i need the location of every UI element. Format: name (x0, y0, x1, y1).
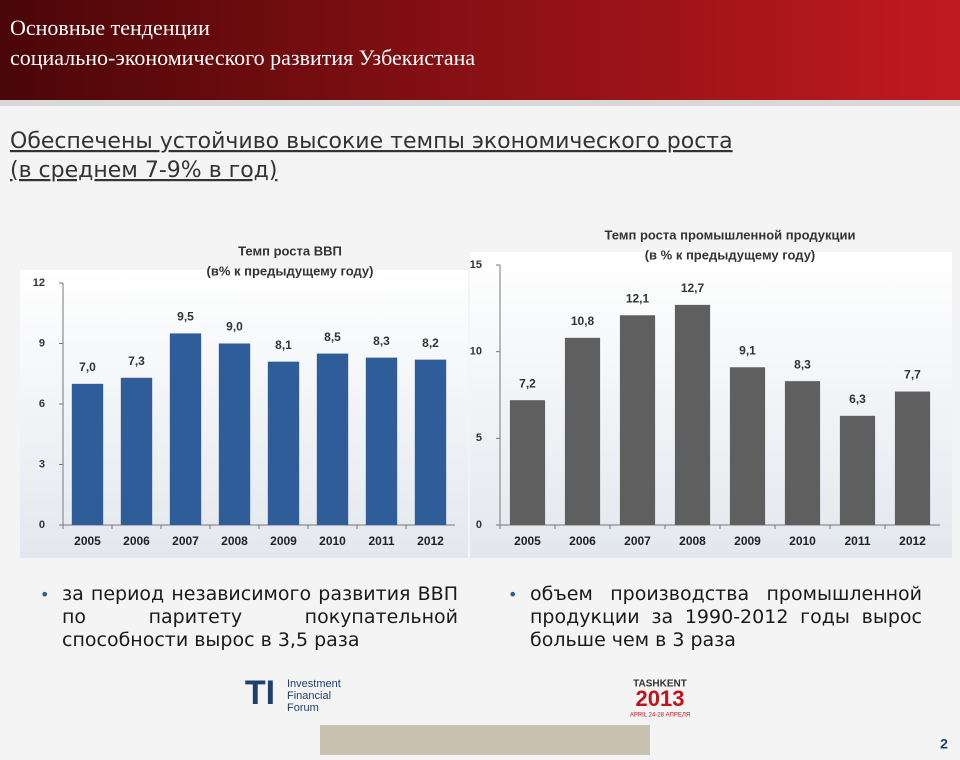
x-tick-label: 2006 (569, 534, 596, 548)
x-tick-label: 2007 (172, 534, 199, 548)
bar (71, 383, 104, 525)
bullet: объем производства промышленной продукци… (508, 583, 922, 652)
bar (839, 415, 876, 525)
x-tick-label: 2008 (679, 534, 706, 548)
x-tick-label: 2012 (417, 534, 444, 548)
value-label: 8,2 (422, 336, 439, 350)
y-tick-label: 12 (33, 277, 45, 289)
event-year: 2013 (636, 686, 685, 711)
x-tick-label: 2010 (319, 534, 346, 548)
bar (414, 359, 447, 525)
value-label: 10,8 (571, 314, 595, 328)
chart-subtitle: (в % к предыдущему году) (645, 247, 816, 262)
y-tick-label: 15 (470, 259, 482, 271)
header-shadow (0, 100, 960, 106)
y-tick-label: 5 (476, 432, 482, 444)
x-tick-label: 2009 (270, 534, 297, 548)
y-tick-label: 6 (39, 398, 45, 410)
subtitle: (в среднем 7-9% в год) (10, 158, 277, 183)
header-title: Основные тенденции (10, 15, 210, 40)
event-city: TASHKENT (633, 679, 687, 690)
bullet: за период независимого развития ВВП по п… (40, 583, 458, 652)
bar (267, 361, 300, 525)
x-tick-label: 2006 (123, 534, 150, 548)
chart-title: Темп роста промышленной продукции (605, 227, 856, 242)
value-label: 9,0 (226, 320, 243, 334)
event-dates: APRIL 24-28 АПРЕЛЯ (630, 713, 690, 719)
header-title: социально-экономического развития Узбеки… (10, 45, 475, 70)
bar (169, 333, 202, 525)
header-band (0, 0, 960, 100)
bar (120, 377, 153, 525)
value-label: 9,5 (177, 310, 194, 324)
chart-title: Темп роста ВВП (238, 243, 342, 258)
page-number: 2 (940, 736, 948, 752)
bar (619, 315, 656, 525)
logo-text: Financial (287, 690, 331, 702)
subtitle: Обеспечены устойчиво высокие темпы эконо… (10, 129, 733, 154)
bar (564, 337, 601, 525)
x-tick-label: 2011 (844, 534, 870, 548)
x-tick-label: 2012 (899, 534, 926, 548)
bar (509, 400, 546, 525)
value-label: 7,2 (519, 376, 536, 390)
bar (729, 367, 766, 525)
x-tick-label: 2009 (734, 534, 761, 548)
value-label: 7,7 (904, 368, 921, 382)
logo-mark: TI (245, 674, 275, 712)
x-tick-label: 2005 (74, 534, 101, 548)
y-tick-label: 3 (39, 458, 45, 470)
x-tick-label: 2005 (514, 534, 541, 548)
value-label: 8,3 (373, 334, 390, 348)
value-label: 9,1 (739, 343, 756, 357)
bar (365, 357, 398, 525)
y-tick-label: 0 (476, 519, 482, 531)
value-label: 6,3 (849, 392, 866, 406)
bar (674, 304, 711, 525)
chart-subtitle: (в% к предыдущему году) (207, 263, 374, 278)
x-tick-label: 2011 (368, 534, 394, 548)
value-label: 8,5 (324, 330, 341, 344)
value-label: 8,3 (794, 357, 811, 371)
bar (784, 381, 821, 525)
x-tick-label: 2010 (789, 534, 816, 548)
y-tick-label: 10 (470, 346, 482, 358)
logo-text: Forum (287, 702, 319, 714)
bar (894, 391, 931, 525)
logo-text: Investment (287, 678, 341, 690)
skyline (320, 725, 650, 755)
y-tick-label: 0 (39, 519, 45, 531)
x-tick-label: 2008 (221, 534, 248, 548)
y-tick-label: 9 (39, 337, 45, 349)
value-label: 12,7 (681, 281, 705, 295)
value-label: 8,1 (275, 338, 292, 352)
x-tick-label: 2007 (624, 534, 651, 548)
value-label: 7,0 (79, 360, 96, 374)
bar (316, 353, 349, 525)
bar (218, 343, 251, 525)
value-label: 7,3 (128, 354, 145, 368)
value-label: 12,1 (626, 291, 650, 305)
